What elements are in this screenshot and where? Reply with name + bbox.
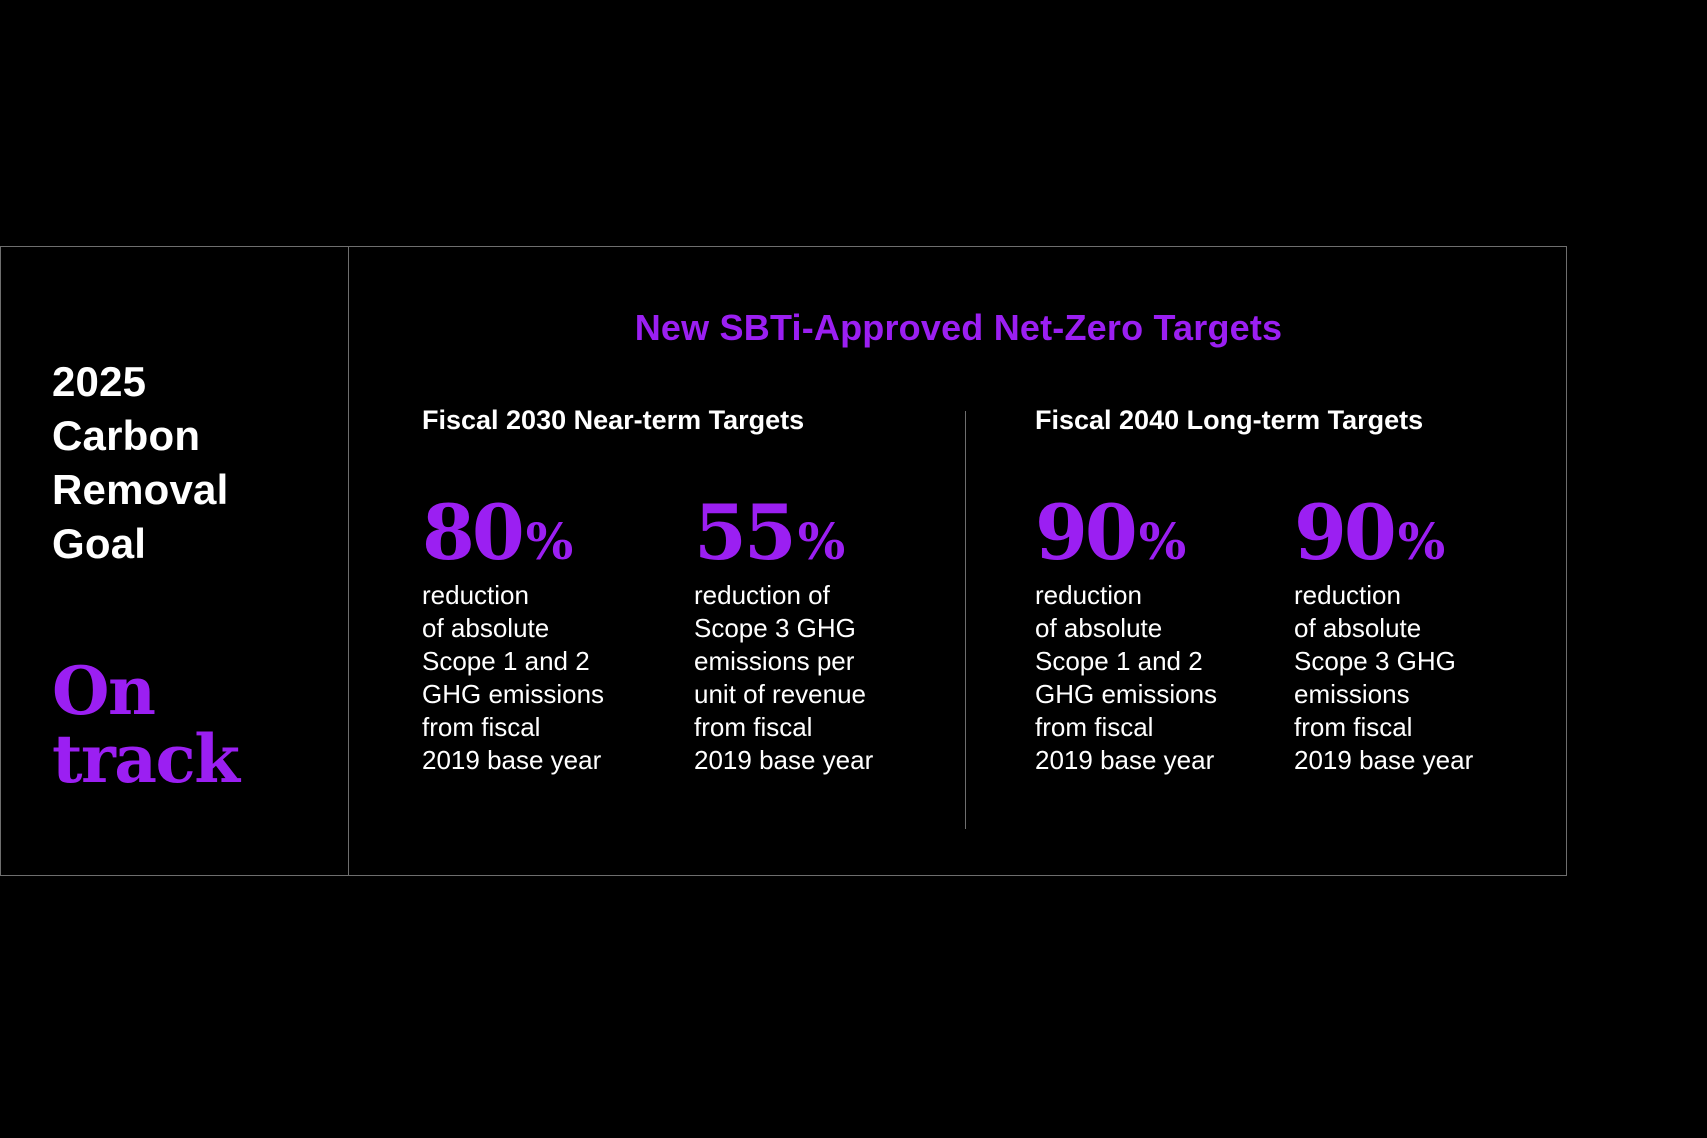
- near-term-group-title: Fiscal 2030 Near-term Targets: [422, 405, 805, 435]
- target-long-term-scope-3: 90 % reduction of absolute Scope 3 GHG e…: [1294, 489, 1544, 777]
- group-divider: [965, 411, 966, 829]
- target-description: reduction of absolute Scope 3 GHG emissi…: [1294, 580, 1474, 775]
- target-unit: %: [525, 512, 574, 571]
- target-figure: 55 %: [694, 489, 944, 577]
- target-unit: %: [797, 512, 846, 571]
- target-description: reduction of absolute Scope 1 and 2 GHG …: [422, 580, 605, 775]
- goal-title: 2025 Carbon Removal Goal: [52, 358, 229, 567]
- goal-status: On track: [52, 652, 240, 798]
- target-description: reduction of absolute Scope 1 and 2 GHG …: [1035, 580, 1218, 775]
- target-figure: 90 %: [1294, 489, 1544, 577]
- target-description: reduction of Scope 3 GHG emissions per u…: [694, 580, 874, 775]
- target-value: 90: [1035, 488, 1138, 577]
- targets-heading: New SBTi-Approved Net-Zero Targets: [634, 307, 1283, 348]
- target-figure: 90 %: [1035, 489, 1285, 577]
- target-near-term-scope-1-2: 80 % reduction of absolute Scope 1 and 2…: [422, 489, 672, 777]
- target-value: 90: [1294, 488, 1397, 577]
- target-unit: %: [1397, 512, 1446, 571]
- target-value: 80: [422, 488, 525, 577]
- target-figure: 80 %: [422, 489, 672, 577]
- target-value: 55: [694, 488, 797, 577]
- goal-column: 2025 Carbon Removal Goal On track: [1, 247, 349, 875]
- target-near-term-scope-3: 55 % reduction of Scope 3 GHG emissions …: [694, 489, 944, 777]
- target-unit: %: [1138, 512, 1187, 571]
- target-long-term-scope-1-2: 90 % reduction of absolute Scope 1 and 2…: [1035, 489, 1285, 777]
- long-term-group-title: Fiscal 2040 Long-term Targets: [1035, 405, 1424, 435]
- targets-panel: 2025 Carbon Removal Goal On track New SB…: [0, 246, 1567, 876]
